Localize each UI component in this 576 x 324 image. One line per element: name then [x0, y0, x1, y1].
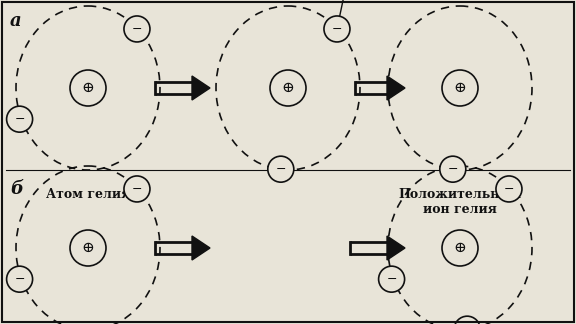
- Text: −: −: [132, 23, 142, 36]
- Text: Атом гелия: Атом гелия: [46, 188, 130, 201]
- Polygon shape: [387, 236, 405, 260]
- Text: −: −: [462, 323, 472, 324]
- Text: ⊕: ⊕: [454, 241, 467, 255]
- Circle shape: [6, 106, 33, 132]
- Text: ⊕: ⊕: [282, 81, 294, 95]
- Text: ⊕: ⊕: [82, 241, 94, 255]
- Polygon shape: [192, 76, 210, 100]
- Text: −: −: [503, 183, 514, 196]
- Text: −: −: [275, 163, 286, 176]
- Text: ⊕: ⊕: [82, 81, 94, 95]
- Circle shape: [268, 156, 294, 182]
- Circle shape: [440, 156, 466, 182]
- Circle shape: [324, 16, 350, 42]
- Circle shape: [124, 16, 150, 42]
- Text: б: б: [10, 180, 23, 198]
- Text: −: −: [332, 23, 342, 36]
- Text: −: −: [14, 113, 25, 126]
- Circle shape: [496, 176, 522, 202]
- Circle shape: [6, 266, 33, 292]
- Text: Положительный
ион гелия: Положительный ион гелия: [399, 188, 521, 216]
- Text: а: а: [10, 12, 22, 30]
- Text: −: −: [386, 273, 397, 286]
- Text: −: −: [132, 183, 142, 196]
- Circle shape: [124, 176, 150, 202]
- Circle shape: [454, 316, 480, 324]
- Polygon shape: [192, 236, 210, 260]
- Text: ⊕: ⊕: [454, 81, 467, 95]
- Text: −: −: [448, 163, 458, 176]
- Text: −: −: [14, 273, 25, 286]
- Polygon shape: [387, 76, 405, 100]
- Circle shape: [378, 266, 404, 292]
